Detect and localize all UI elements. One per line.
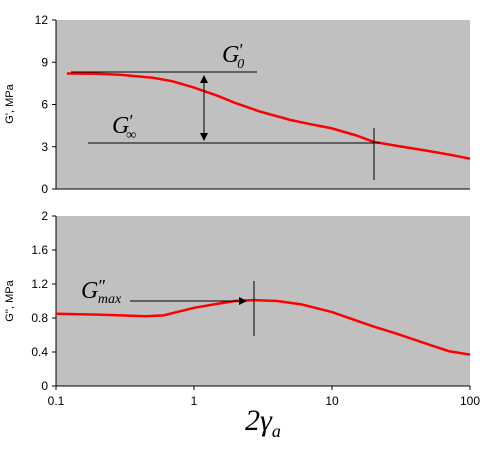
x-tick-label: 10 [325,394,339,408]
ginf-annotation: G′ ∞ [112,111,136,143]
top-y-tick-label: 12 [35,13,49,27]
top-y-tick-label: 0 [41,182,48,196]
bottom-y-tick-label: 1.2 [31,277,48,291]
x-tick-label: 100 [460,394,480,408]
bottom-y-axis-label: G'', MPa [4,279,16,321]
g0-annotation: G′ 0 [222,40,244,72]
top-y-tick-label: 6 [41,98,48,112]
x-tick-label: 0.1 [48,394,65,408]
bottom-y-tick-label: 0.8 [31,311,48,325]
top-y-tick-label: 3 [41,140,48,154]
top-y-axis-label: G', MPa [4,83,16,123]
bottom-y-tick-label: 1.6 [31,243,48,257]
x-tick-label: 1 [191,394,198,408]
top-series-line [66,72,471,160]
gmax-annotation: G″ max [81,276,122,307]
bottom-y-tick-label: 0.4 [31,345,48,359]
bottom-y-tick-label: 0 [41,379,48,393]
x-axis-label: 2γa [245,404,281,441]
top-y-tick-label: 9 [41,55,48,69]
top-plot-area [56,20,470,189]
bottom-y-tick-label: 2 [41,209,48,223]
